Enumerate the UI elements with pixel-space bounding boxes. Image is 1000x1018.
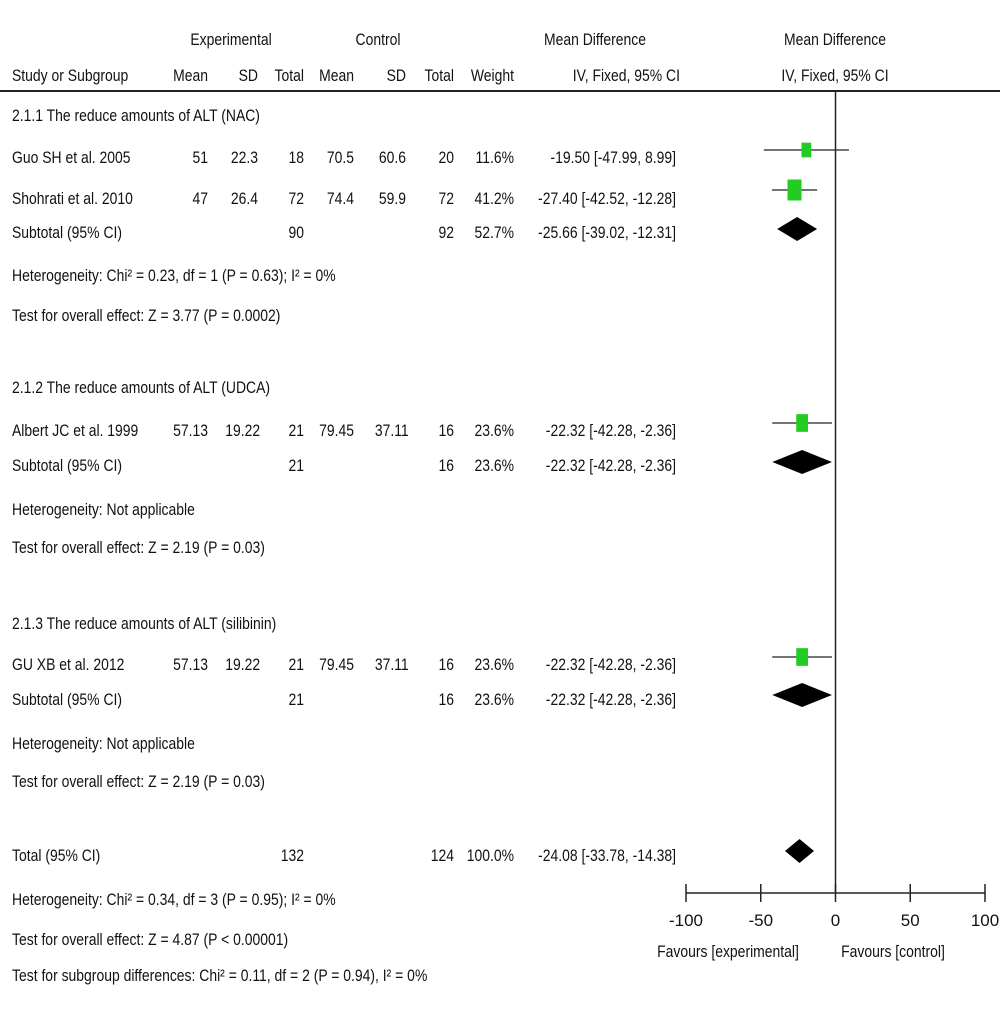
study-exp-mean: 57.13 (173, 655, 208, 674)
study-marker (801, 142, 812, 158)
favours-control-label: Favours [control] (841, 942, 945, 961)
study-marker (796, 648, 809, 666)
subtotal-weight: 52.7% (474, 223, 514, 242)
overall-effect-text: Test for overall effect: Z = 3.77 (P = 0… (12, 306, 281, 325)
subtotal-label: Subtotal (95% CI) (12, 456, 123, 475)
total-overall-effect-text: Test for overall effect: Z = 4.87 (P < 0… (12, 930, 289, 949)
total-exp-total: 132 (280, 846, 304, 865)
overall-effect-text: Test for overall effect: Z = 2.19 (P = 0… (12, 538, 265, 557)
x-axis-tick-label: 50 (901, 911, 920, 930)
study-name: Shohrati et al. 2010 (12, 189, 133, 208)
subtotal-ctl-total: 92 (438, 223, 454, 242)
total-md-ci: -24.08 [-33.78, -14.38] (538, 846, 676, 865)
header-rule (0, 90, 1000, 92)
header-group-mean-difference-plot: Mean Difference (783, 30, 887, 49)
study-md-ci: -22.32 [-42.28, -2.36] (545, 421, 676, 440)
study-ctl-mean: 74.4 (326, 189, 354, 208)
subtotal-md-ci: -22.32 [-42.28, -2.36] (545, 690, 676, 709)
study-weight: 41.2% (474, 189, 514, 208)
summary-diamond (777, 217, 818, 241)
study-ctl-total: 20 (438, 148, 454, 167)
study-exp-total: 72 (288, 189, 304, 208)
header-ctl-sd: SD (386, 66, 406, 85)
study-ctl-sd: 60.6 (378, 148, 406, 167)
subtotal-md-ci: -22.32 [-42.28, -2.36] (545, 456, 676, 475)
study-exp-sd: 26.4 (230, 189, 258, 208)
subtotal-exp-total: 21 (288, 690, 304, 709)
x-axis-tick-label: 0 (831, 911, 840, 930)
total-ctl-total: 124 (430, 846, 454, 865)
favours-experimental-label: Favours [experimental] (657, 942, 799, 961)
total-heterogeneity-text: Heterogeneity: Chi² = 0.34, df = 3 (P = … (12, 890, 336, 909)
subtotal-exp-total: 90 (288, 223, 304, 242)
summary-diamond (772, 450, 832, 474)
subtotal-weight: 23.6% (474, 456, 514, 475)
summary-diamond (772, 683, 832, 707)
study-ctl-total: 72 (438, 189, 454, 208)
study-weight: 11.6% (475, 148, 514, 167)
study-exp-total: 21 (288, 421, 304, 440)
study-name: Albert JC et al. 1999 (12, 421, 139, 440)
group-title: 2.1.3 The reduce amounts of ALT (silibin… (12, 614, 277, 633)
study-ctl-mean: 79.45 (319, 421, 354, 440)
header-ctl-total: Total (424, 66, 454, 85)
study-exp-total: 21 (288, 655, 304, 674)
header-exp-total: Total (274, 66, 304, 85)
summary-diamond (784, 839, 815, 863)
header-exp-sd: SD (238, 66, 258, 85)
subtotal-label: Subtotal (95% CI) (12, 223, 123, 242)
study-exp-sd: 19.22 (225, 421, 261, 440)
study-weight: 23.6% (474, 655, 514, 674)
total-weight: 100.0% (466, 846, 514, 865)
study-exp-sd: 19.22 (225, 655, 261, 674)
header-group-experimental: Experimental (190, 30, 272, 49)
study-md-ci: -27.40 [-42.52, -12.28] (538, 189, 676, 208)
study-md-ci: -19.50 [-47.99, 8.99] (550, 148, 676, 167)
study-exp-total: 18 (288, 148, 304, 167)
study-ctl-mean: 70.5 (326, 148, 354, 167)
x-axis-tick-label: -50 (748, 911, 773, 930)
heterogeneity-text: Heterogeneity: Not applicable (12, 500, 195, 519)
group-title: 2.1.2 The reduce amounts of ALT (UDCA) (12, 378, 271, 397)
x-axis-tick-label: -100 (669, 911, 703, 930)
header-study: Study or Subgroup (12, 66, 129, 85)
study-exp-mean: 47 (192, 189, 208, 208)
study-exp-mean: 51 (192, 148, 208, 167)
header-group-control: Control (355, 30, 401, 49)
header-ctl-mean: Mean (319, 66, 354, 85)
header-group-mean-difference: Mean Difference (543, 30, 647, 49)
study-ctl-sd: 37.11 (374, 421, 409, 440)
study-ctl-mean: 79.45 (319, 655, 354, 674)
study-ctl-total: 16 (438, 421, 454, 440)
study-exp-sd: 22.3 (230, 148, 258, 167)
subtotal-ctl-total: 16 (438, 456, 454, 475)
study-weight: 23.6% (474, 421, 514, 440)
study-md-ci: -22.32 [-42.28, -2.36] (545, 655, 676, 674)
study-name: GU XB et al. 2012 (12, 655, 125, 674)
subtotal-label: Subtotal (95% CI) (12, 690, 123, 709)
subtotal-ctl-total: 16 (438, 690, 454, 709)
header-exp-mean: Mean (173, 66, 208, 85)
subgroup-differences-text: Test for subgroup differences: Chi² = 0.… (12, 966, 428, 985)
header-md-ci-plot: IV, Fixed, 95% CI (781, 66, 889, 85)
subtotal-weight: 23.6% (474, 690, 514, 709)
heterogeneity-text: Heterogeneity: Not applicable (12, 734, 195, 753)
study-marker (787, 179, 802, 201)
subtotal-md-ci: -25.66 [-39.02, -12.31] (538, 223, 676, 242)
heterogeneity-text: Heterogeneity: Chi² = 0.23, df = 1 (P = … (12, 266, 336, 285)
study-marker (796, 414, 809, 432)
subtotal-exp-total: 21 (288, 456, 304, 475)
study-ctl-sd: 59.9 (378, 189, 406, 208)
study-ctl-sd: 37.11 (374, 655, 409, 674)
study-name: Guo SH et al. 2005 (12, 148, 131, 167)
header-md-ci: IV, Fixed, 95% CI (572, 66, 680, 85)
group-title: 2.1.1 The reduce amounts of ALT (NAC) (12, 106, 260, 125)
header-weight: Weight (470, 66, 514, 85)
overall-effect-text: Test for overall effect: Z = 2.19 (P = 0… (12, 772, 265, 791)
x-axis-tick-label: 100 (971, 911, 999, 930)
study-ctl-total: 16 (438, 655, 454, 674)
study-exp-mean: 57.13 (173, 421, 208, 440)
total-label: Total (95% CI) (12, 846, 101, 865)
